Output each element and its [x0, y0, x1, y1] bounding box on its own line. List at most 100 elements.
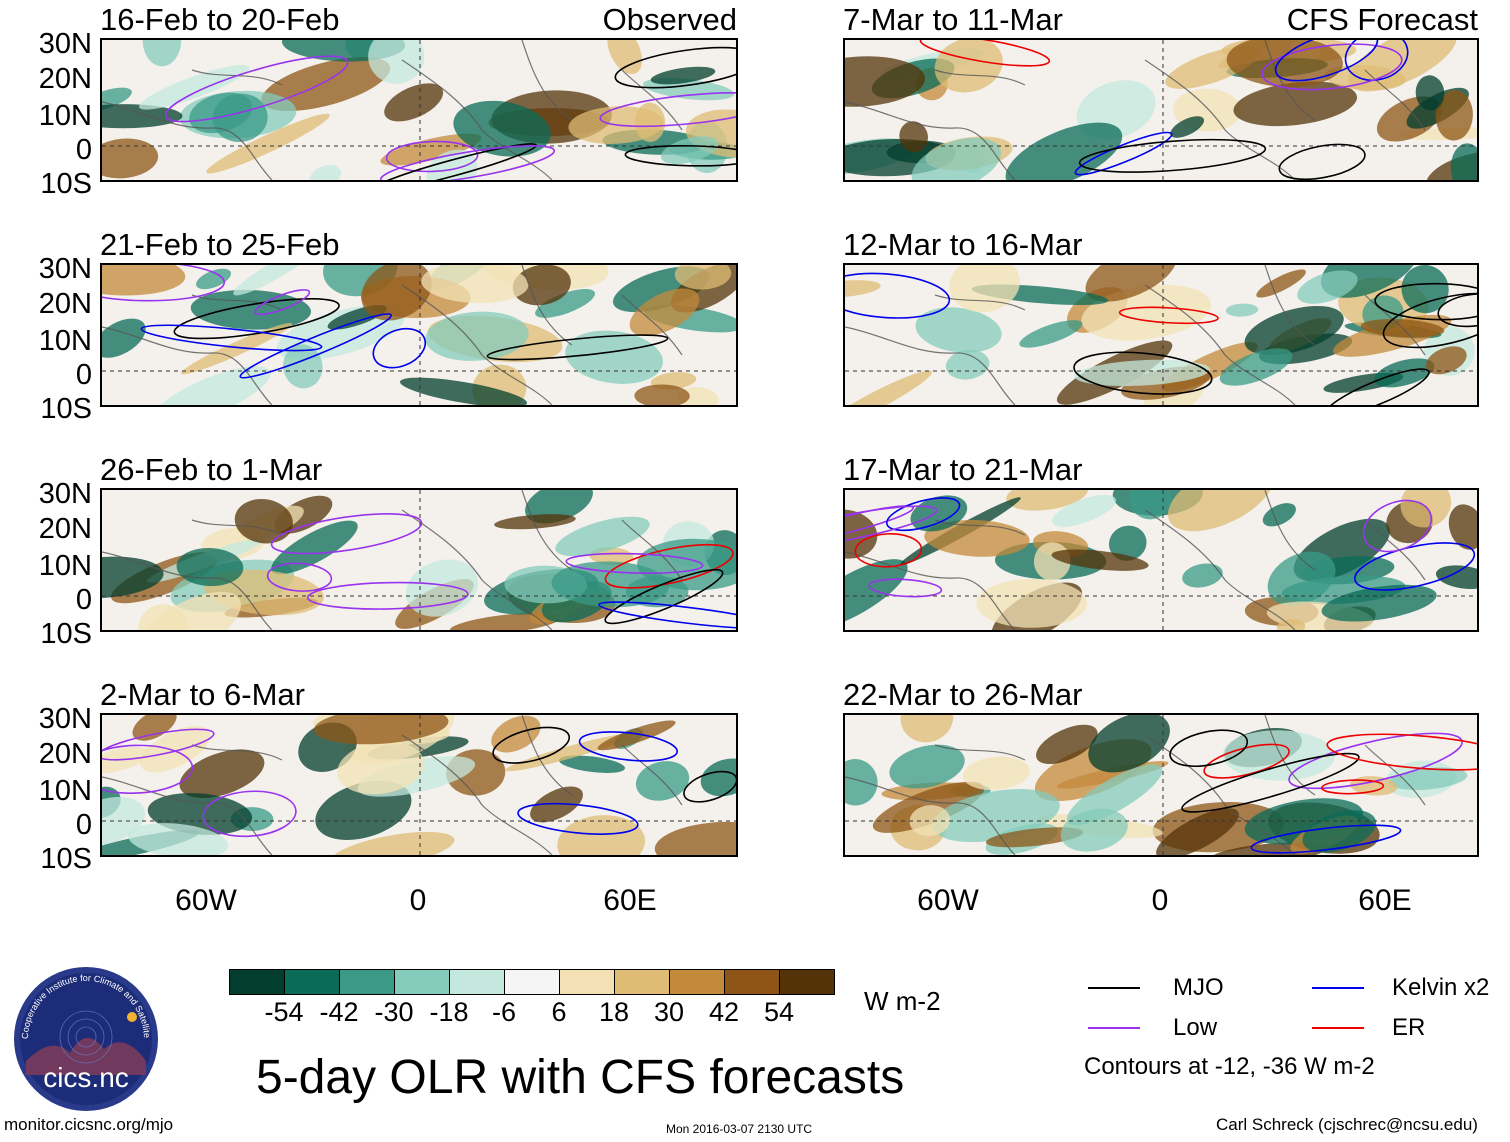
olr-anomaly-blob — [1401, 265, 1449, 314]
olr-map-panel-4 — [843, 263, 1479, 407]
olr-anomaly-blob — [313, 715, 449, 745]
olr-anomaly-blob — [1074, 359, 1211, 386]
olr-anomaly-blob — [206, 113, 330, 174]
olr-anomaly-blob — [142, 40, 182, 67]
mjo-contour — [614, 46, 736, 89]
low-contour — [306, 581, 469, 610]
footer-url: monitor.cicsnc.org/mjo — [4, 1115, 174, 1134]
colorbar-label: -42 — [319, 997, 359, 1027]
colorbar-label: 30 — [653, 997, 685, 1027]
colorbar-label: -30 — [374, 997, 414, 1027]
lat-label: 10S — [40, 843, 92, 875]
lat-label: 10N — [38, 325, 92, 357]
olr-anomaly-blob — [845, 509, 878, 559]
lon-label-0-left: 0 — [409, 884, 427, 917]
mjo-contour — [1078, 138, 1267, 173]
olr-anomaly-blob — [845, 559, 908, 630]
lat-label: 0 — [75, 134, 92, 166]
olr-anomaly-blob — [1425, 346, 1467, 375]
mjo-contour — [1324, 368, 1430, 405]
olr-anomaly-blob — [607, 40, 643, 75]
panel-title-4: 12-Mar to 16-Mar — [843, 227, 1083, 262]
mjo-contour — [624, 144, 736, 167]
colorbar-label: -18 — [429, 997, 469, 1027]
low-contour — [266, 562, 333, 592]
olr-anomaly-blob — [399, 377, 528, 405]
olr-anomaly-blob — [650, 66, 716, 85]
kelvin-contour — [885, 497, 961, 532]
olr-anomaly-blob — [1256, 269, 1306, 298]
olr-anomaly-blob — [1005, 122, 1123, 180]
olr-anomaly-blob — [151, 366, 271, 405]
panel-title-5: 26-Feb to 1-Mar — [100, 452, 323, 487]
lat-label: 10N — [38, 550, 92, 582]
mjo-contour — [604, 568, 724, 625]
lon-label-60w-left: 60W — [175, 884, 237, 917]
olr-anomaly-blob — [425, 311, 529, 361]
olr-anomaly-blob — [196, 268, 231, 290]
olr-anomaly-blob — [910, 495, 968, 532]
olr-anomaly-blob — [945, 349, 990, 380]
cics-logo: Cooperative Institute for Climate and Sa… — [12, 965, 158, 1111]
mjo-contour — [1374, 282, 1477, 321]
olr-anomaly-blob — [1156, 808, 1239, 855]
er-contour — [1321, 779, 1385, 795]
olr-anomaly-blob — [1450, 143, 1477, 180]
low-contour — [102, 728, 215, 761]
olr-anomaly-blob — [102, 104, 183, 129]
olr-anomaly-blob — [1036, 724, 1098, 765]
legend-label-er: ER — [1392, 1014, 1426, 1041]
footer-timestamp: Mon 2016-03-07 2130 UTC — [666, 1122, 813, 1136]
mjo-contour — [492, 726, 570, 764]
lat-label: 10N — [38, 775, 92, 807]
coastline — [845, 490, 1426, 630]
panel-title-3: 21-Feb to 25-Feb — [100, 227, 340, 262]
kelvin-contour — [1274, 40, 1379, 82]
olr-map-panel-1 — [100, 38, 738, 182]
olr-map-panel-8 — [843, 713, 1479, 857]
colorbar-label: 18 — [598, 997, 630, 1027]
olr-anomaly-blob — [102, 265, 186, 296]
er-contour — [1326, 733, 1477, 771]
legend-line-mjo — [1088, 987, 1140, 989]
colorbar-units: W m-2 — [864, 986, 941, 1016]
olr-map-panel-2 — [843, 38, 1479, 182]
observed-label: Observed — [602, 2, 737, 37]
lat-label: 30N — [38, 253, 92, 285]
er-contour — [1118, 306, 1219, 325]
low-contour — [102, 744, 194, 794]
mjo-contour — [1181, 752, 1360, 813]
olr-anomaly-blob — [453, 100, 551, 157]
colorbar-swatch — [339, 969, 395, 995]
olr-anomaly-blob — [234, 499, 293, 544]
olr-anomaly-blob — [654, 821, 736, 855]
olr-anomaly-blob — [176, 547, 244, 587]
lat-label: 20N — [38, 738, 92, 770]
olr-anomaly-blob — [133, 591, 241, 630]
kelvin-contour — [1250, 824, 1402, 854]
lat-label: 10S — [40, 618, 92, 650]
panel-title-6: 17-Mar to 21-Mar — [843, 452, 1083, 487]
mjo-contour — [1169, 729, 1249, 767]
olr-anomaly-blob — [283, 344, 323, 389]
lat-label: 10S — [40, 393, 92, 425]
lat-label: 30N — [38, 478, 92, 510]
kelvin-contour — [578, 731, 678, 762]
olr-anomaly-blob — [1088, 715, 1170, 773]
low-contour — [202, 790, 297, 838]
lat-label: 30N — [38, 703, 92, 735]
legend-line-kelvin — [1312, 987, 1364, 989]
panel-title-8: 22-Mar to 26-Mar — [843, 677, 1083, 712]
low-contour — [385, 140, 479, 173]
mjo-contour — [1437, 293, 1477, 328]
olr-anomaly-blob — [1167, 490, 1275, 532]
olr-anomaly-blob — [1006, 490, 1089, 511]
olr-anomaly-blob — [1435, 565, 1477, 589]
olr-anomaly-blob — [985, 827, 1084, 848]
olr-anomaly-blob — [1108, 525, 1147, 561]
lon-label-60e-right: 60E — [1358, 884, 1412, 917]
olr-anomaly-blob — [368, 40, 425, 84]
olr-anomaly-blob — [330, 831, 455, 855]
olr-anomaly-blob — [1085, 265, 1177, 302]
olr-anomaly-blob — [899, 121, 928, 153]
